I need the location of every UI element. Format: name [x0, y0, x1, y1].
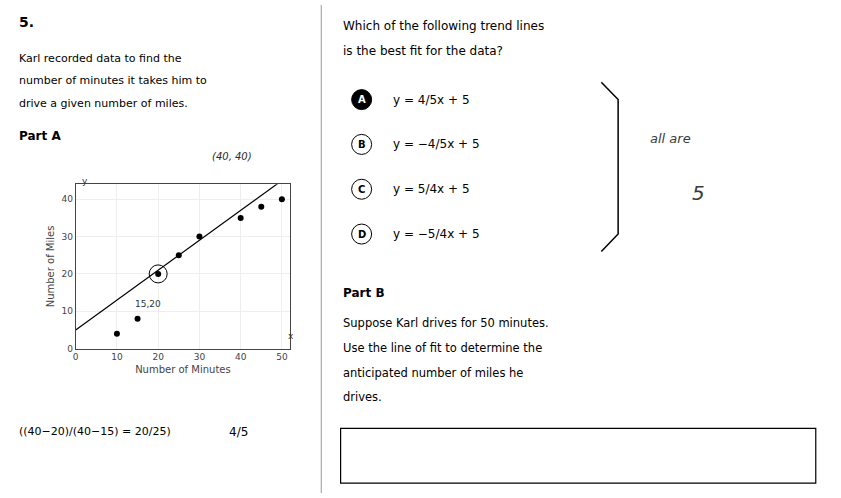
- svg-text:y = −5/4x + 5: y = −5/4x + 5: [393, 227, 480, 241]
- svg-text:50: 50: [276, 352, 288, 362]
- svg-text:(40, 40): (40, 40): [212, 151, 252, 162]
- svg-text:drives.: drives.: [343, 390, 382, 404]
- svg-text:((40−20)/(40−15) = 20/25): ((40−20)/(40−15) = 20/25): [19, 425, 171, 438]
- svg-text:is the best fit for the data?: is the best fit for the data?: [343, 44, 503, 58]
- svg-text:anticipated number of miles he: anticipated number of miles he: [343, 366, 523, 380]
- svg-text:5: 5: [692, 181, 705, 205]
- svg-text:40: 40: [61, 194, 73, 204]
- svg-text:Suppose Karl drives for 50 min: Suppose Karl drives for 50 minutes.: [343, 316, 549, 330]
- svg-text:Part A: Part A: [19, 129, 61, 143]
- svg-text:30: 30: [61, 232, 73, 242]
- svg-text:4/5: 4/5: [229, 425, 248, 439]
- svg-text:0: 0: [67, 344, 73, 354]
- svg-text:10: 10: [61, 306, 73, 316]
- svg-text:Karl recorded data to find the: Karl recorded data to find the: [19, 52, 182, 65]
- svg-text:Number of Miles: Number of Miles: [45, 226, 56, 308]
- svg-text:20: 20: [152, 352, 164, 362]
- svg-text:15,20: 15,20: [135, 299, 161, 309]
- svg-text:30: 30: [194, 352, 206, 362]
- svg-text:number of minutes it takes him: number of minutes it takes him to: [19, 74, 207, 87]
- svg-text:40: 40: [235, 352, 247, 362]
- svg-text:y: y: [82, 176, 88, 186]
- svg-text:Use the line of fit to determi: Use the line of fit to determine the: [343, 341, 542, 355]
- svg-text:drive a given number of miles.: drive a given number of miles.: [19, 97, 188, 110]
- svg-text:20: 20: [61, 269, 73, 279]
- svg-text:A: A: [358, 94, 366, 105]
- svg-text:5.: 5.: [19, 14, 34, 30]
- svg-text:x: x: [288, 331, 294, 341]
- svg-text:Which of the following trend l: Which of the following trend lines: [343, 19, 544, 33]
- svg-text:y = −4/5x + 5: y = −4/5x + 5: [393, 137, 480, 151]
- svg-text:B: B: [358, 139, 366, 150]
- svg-text:all are: all are: [650, 131, 691, 146]
- svg-text:y = 4/5x + 5: y = 4/5x + 5: [393, 93, 470, 107]
- svg-text:C: C: [358, 184, 365, 195]
- svg-text:D: D: [358, 229, 366, 240]
- svg-text:Number of Minutes: Number of Minutes: [135, 364, 231, 375]
- svg-text:y = 5/4x + 5: y = 5/4x + 5: [393, 182, 470, 196]
- svg-text:10: 10: [111, 352, 123, 362]
- svg-text:0: 0: [73, 352, 79, 362]
- svg-text:Part B: Part B: [343, 286, 385, 300]
